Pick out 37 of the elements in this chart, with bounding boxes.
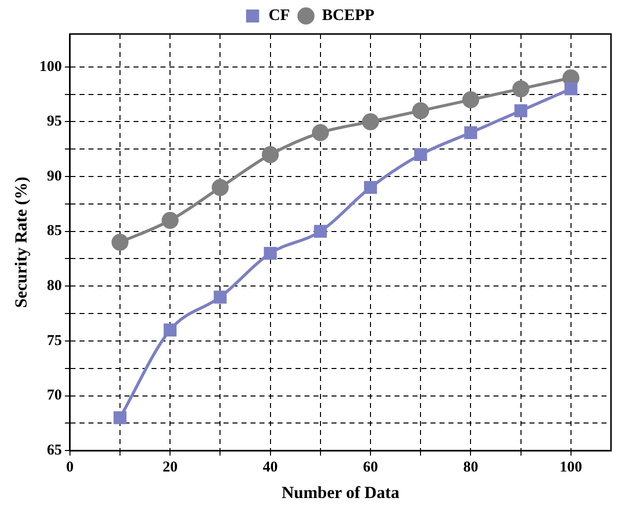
- point: [412, 102, 430, 120]
- point: [414, 148, 428, 162]
- y-tick-label: 70: [46, 388, 62, 404]
- point: [214, 290, 227, 304]
- y-tick-label: 80: [46, 278, 62, 294]
- point: [312, 124, 329, 142]
- x-tick-label: 0: [66, 459, 74, 476]
- y-tick-label: 65: [46, 442, 62, 458]
- legend-label: CF: [268, 7, 290, 24]
- point: [162, 212, 179, 229]
- point: [264, 246, 277, 260]
- legend-label: BCEPP: [322, 7, 375, 24]
- y-tick-label: 90: [46, 168, 62, 184]
- x-axis-title: Number of Data: [282, 483, 400, 502]
- x-tick-label: 40: [262, 459, 278, 476]
- point: [212, 178, 229, 196]
- point: [514, 104, 528, 118]
- point: [362, 113, 380, 130]
- point: [564, 82, 578, 96]
- point: [512, 80, 530, 98]
- x-tick-label: 80: [463, 459, 478, 476]
- y-tick-label: 85: [46, 223, 62, 240]
- point: [112, 234, 128, 251]
- point: [114, 411, 126, 424]
- point: [364, 181, 377, 194]
- y-tick-label: 95: [46, 114, 62, 130]
- x-tick-label: 20: [162, 459, 178, 476]
- y-axis-title: Security Rate (%): [12, 176, 31, 308]
- x-tick-label: 60: [363, 459, 378, 476]
- point: [262, 146, 279, 164]
- x-tick-label: 100: [560, 459, 582, 476]
- point: [164, 324, 177, 336]
- point: [314, 224, 327, 238]
- point: [462, 91, 480, 108]
- y-tick-label: 100: [39, 58, 62, 75]
- y-tick-label: 75: [46, 332, 62, 349]
- point: [464, 126, 478, 140]
